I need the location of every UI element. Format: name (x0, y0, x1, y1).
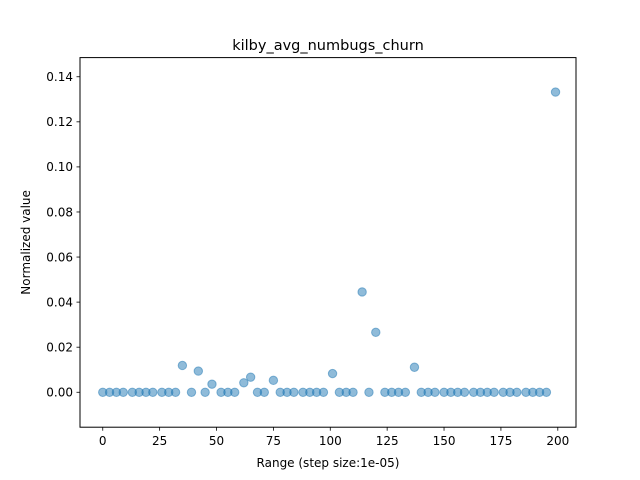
x-axis-label: Range (step size:1e-05) (257, 456, 400, 470)
data-point (148, 387, 158, 397)
data-point (186, 387, 197, 397)
data-point (245, 372, 256, 382)
data-point (207, 379, 217, 389)
x-tick-label: 50 (209, 434, 224, 448)
data-point (459, 387, 470, 397)
data-point (371, 327, 381, 338)
data-point (200, 387, 210, 397)
y-tick-label: 0.14 (46, 70, 73, 84)
y-tick-label: 0.12 (46, 115, 73, 129)
data-point (512, 387, 522, 397)
x-tick-label: 100 (319, 434, 342, 448)
data-point (318, 387, 329, 397)
data-point (541, 387, 552, 397)
x-axis-ticks: 0 25 50 75 100 125 150 175 200 (99, 427, 569, 448)
x-tick-label: 25 (152, 434, 167, 448)
data-point (409, 362, 420, 372)
y-tick-label: 0.10 (46, 160, 73, 174)
x-tick-label: 200 (546, 434, 569, 448)
y-tick-label: 0.06 (46, 250, 73, 264)
y-tick-label: 0.08 (46, 205, 73, 219)
data-point (357, 287, 367, 297)
data-point (239, 378, 249, 388)
x-tick-label: 150 (433, 434, 456, 448)
x-tick-label: 125 (376, 434, 399, 448)
y-tick-label: 0.00 (46, 386, 73, 400)
x-tick-label: 75 (266, 434, 281, 448)
data-point (430, 387, 440, 397)
data-point (289, 387, 299, 397)
plot-frame (79, 57, 577, 428)
x-tick-label: 175 (489, 434, 512, 448)
data-point (489, 387, 499, 397)
data-point (170, 387, 181, 397)
data-point (364, 387, 374, 397)
data-point (118, 387, 128, 397)
data-point (550, 87, 561, 97)
y-axis-label: Normalized value (19, 190, 33, 295)
data-point (259, 387, 269, 397)
data-point (348, 387, 358, 397)
chart-title: kilby_avg_numbugs_churn (232, 38, 424, 54)
y-axis-ticks: 0.00 0.02 0.04 0.06 0.08 0.10 0.12 0.14 (46, 70, 80, 400)
y-tick-label: 0.02 (46, 340, 73, 354)
data-point (177, 360, 188, 371)
data-point (268, 375, 279, 386)
data-points (98, 87, 561, 397)
x-tick-label: 0 (99, 434, 107, 448)
data-point (193, 366, 204, 376)
data-point (327, 368, 338, 379)
data-point (230, 387, 240, 397)
data-point (400, 387, 411, 397)
y-tick-label: 0.04 (46, 295, 73, 309)
